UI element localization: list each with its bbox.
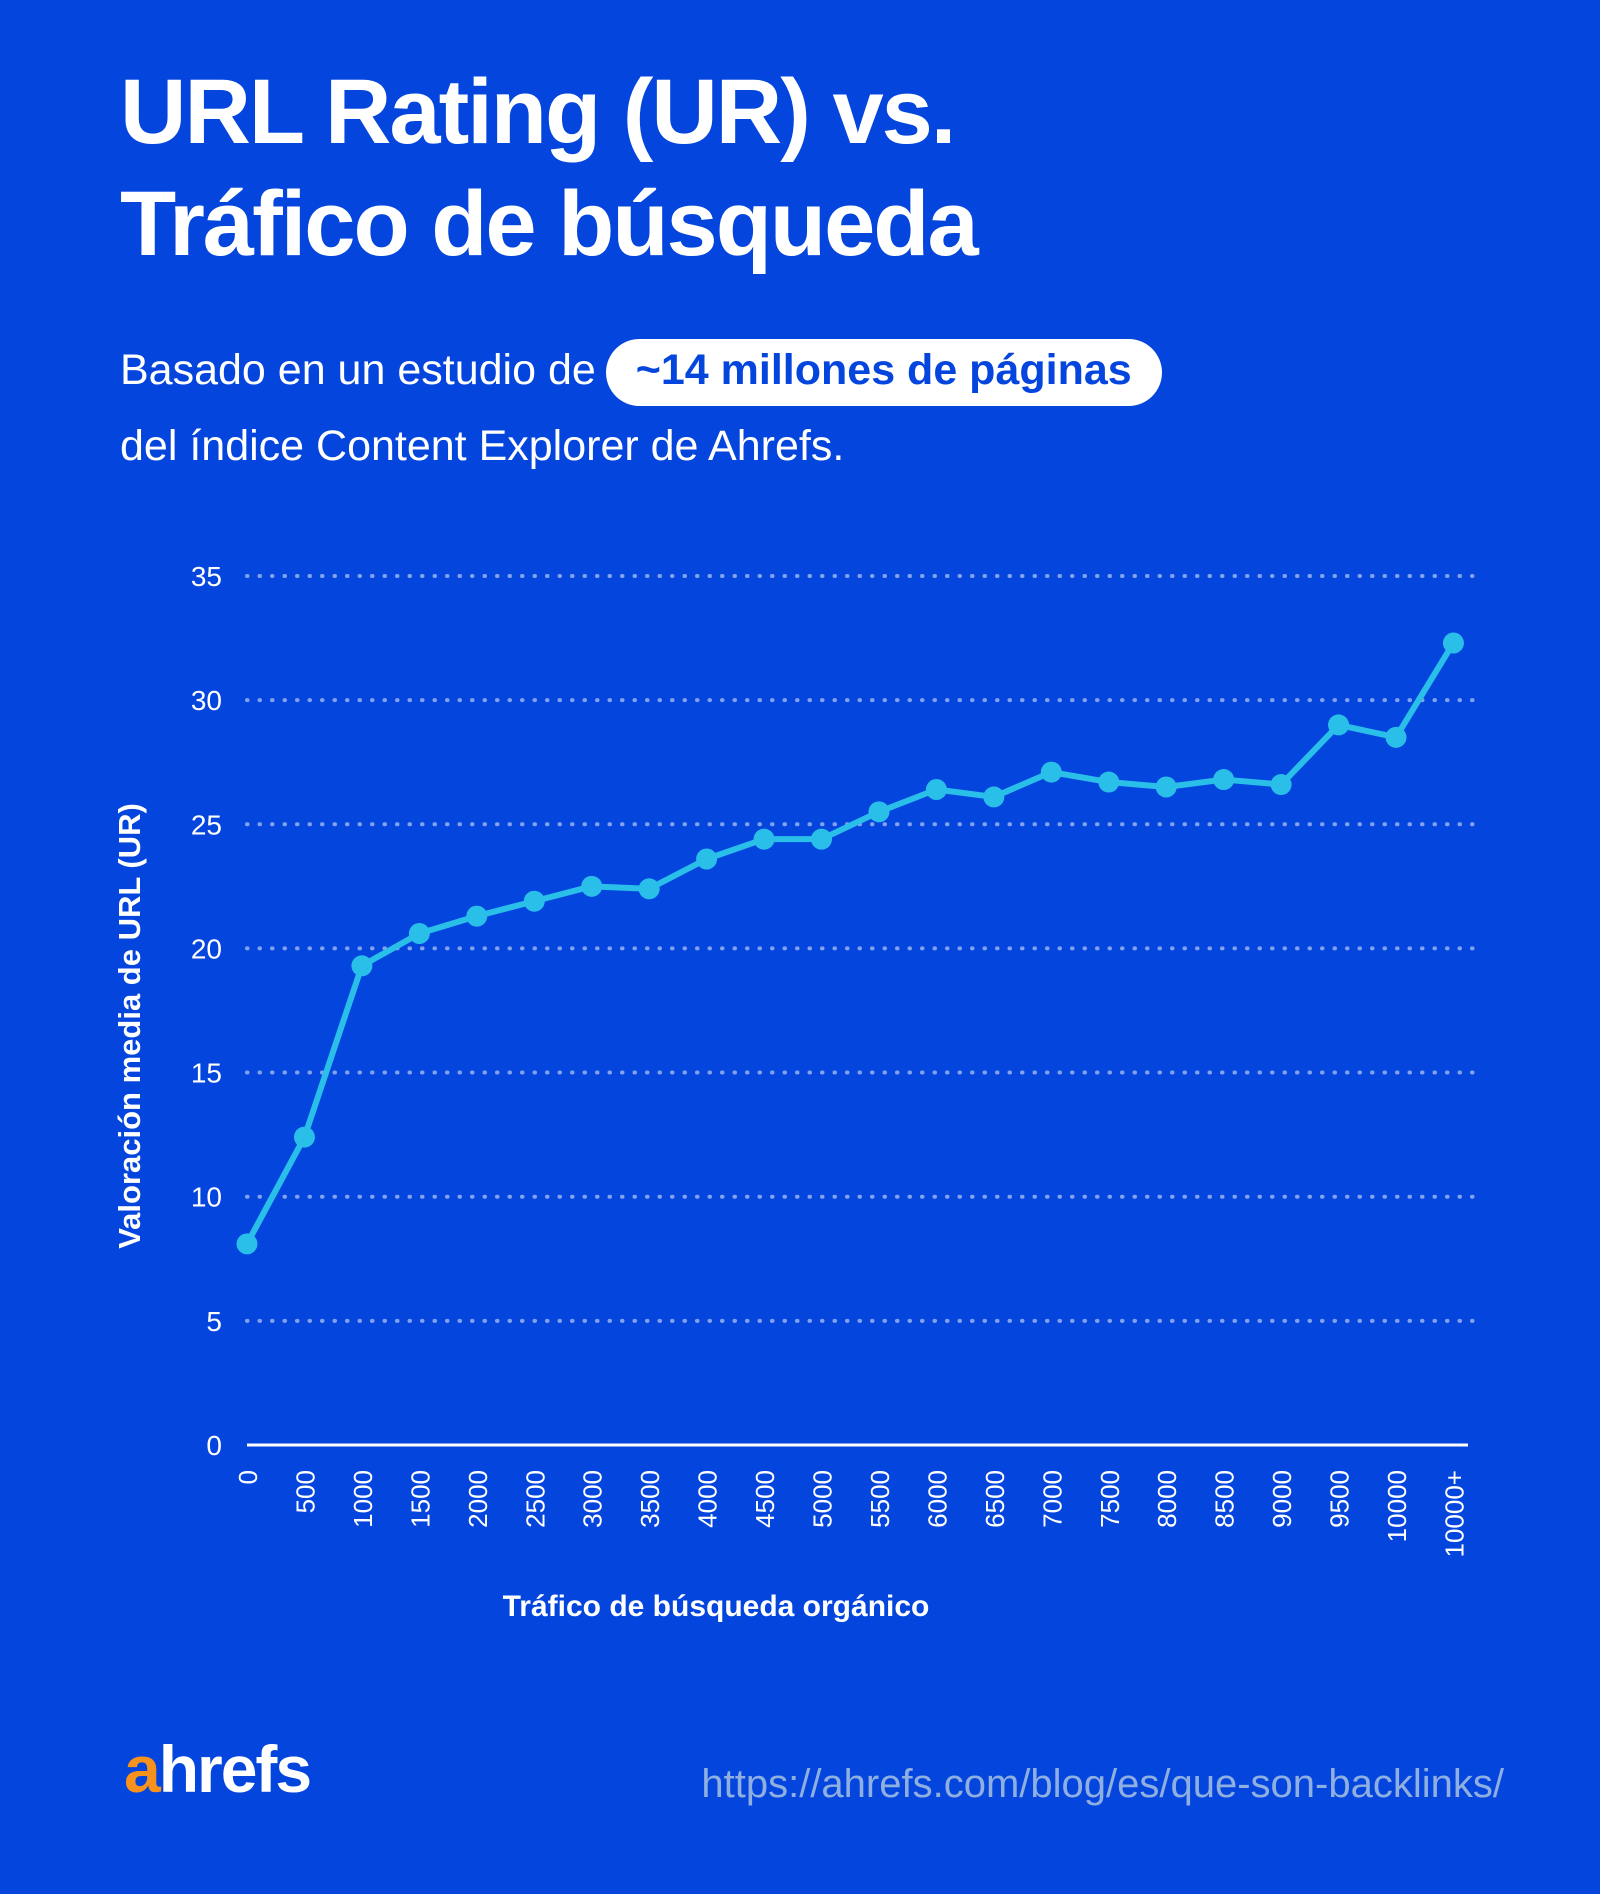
data-line (244, 639, 1457, 1247)
x-tick-label-4000: 4000 (693, 1470, 723, 1528)
y-tick-label-35: 35 (191, 561, 222, 592)
x-tick-label-5000: 5000 (808, 1470, 838, 1528)
data-point-3000 (581, 875, 603, 897)
data-point-7000 (1040, 761, 1062, 783)
x-tick-label-3500: 3500 (635, 1470, 665, 1528)
data-point-0 (236, 1233, 258, 1255)
y-axis-title: Valoración media de URL (UR) (112, 803, 147, 1249)
data-point-5000 (811, 828, 832, 850)
data-point-500 (293, 1126, 315, 1148)
x-tick-label-9000: 9000 (1267, 1470, 1297, 1528)
x-axis-title: Tráfico de búsqueda orgánico (503, 1590, 930, 1623)
x-tick-label-9500: 9500 (1325, 1470, 1355, 1528)
x-tick-label-7000: 7000 (1037, 1470, 1067, 1528)
y-tick-label-30: 30 (191, 685, 222, 716)
ahrefs-logo-letter-a: a (124, 1732, 161, 1806)
data-point-8000 (1155, 776, 1177, 798)
data-point-5500 (868, 801, 890, 823)
data-point-4500 (753, 828, 775, 850)
x-tick-label-1000: 1000 (348, 1470, 378, 1528)
data-point-10000 (1385, 726, 1407, 748)
x-tick-label-5500: 5500 (865, 1470, 895, 1528)
x-tick-label-500: 500 (290, 1470, 320, 1513)
x-tick-label-0: 0 (233, 1470, 263, 1484)
data-point-2000 (466, 905, 488, 927)
x-tick-label-6500: 6500 (980, 1470, 1010, 1528)
x-tick-label-3000: 3000 (578, 1470, 608, 1528)
data-point-6500 (983, 786, 1005, 808)
x-tick-label-8500: 8500 (1210, 1470, 1240, 1528)
x-tick-label-1500: 1500 (405, 1470, 435, 1528)
highlight-pill-text: ~14 millones de páginas (635, 346, 1132, 394)
data-point-4000 (696, 848, 718, 870)
page-title-line1: URL Rating (UR) vs. (120, 61, 956, 163)
highlight-pill: ~14 millones de páginas (605, 339, 1162, 407)
y-tick-label-15: 15 (191, 1058, 222, 1089)
y-tick-label-10: 10 (191, 1182, 222, 1213)
x-tick-label-4500: 4500 (750, 1470, 780, 1528)
data-point-7500 (1098, 771, 1120, 793)
x-tick-label-8000: 8000 (1152, 1470, 1182, 1528)
y-tick-label-20: 20 (191, 933, 222, 964)
y-tick-label-5: 5 (206, 1306, 222, 1337)
page-title-line2: Tráfico de búsqueda (120, 173, 979, 275)
x-tick-label-2000: 2000 (463, 1470, 493, 1528)
data-point-9500 (1328, 714, 1350, 736)
y-tick-label-0: 0 (206, 1430, 222, 1461)
x-tick-label-2500: 2500 (520, 1470, 550, 1528)
source-url[interactable]: https://ahrefs.com/blog/es/que-son-backl… (701, 1762, 1504, 1806)
x-tick-label-7500: 7500 (1095, 1470, 1125, 1528)
ahrefs-logo: ahrefs (124, 1736, 312, 1802)
data-point-10000+ (1442, 632, 1464, 654)
data-point-9000 (1270, 774, 1292, 796)
x-tick-label-6000: 6000 (922, 1470, 952, 1528)
subtitle-line2: del índice Content Explorer de Ahrefs. (120, 422, 845, 470)
data-point-8500 (1213, 769, 1235, 791)
data-point-1500 (408, 923, 430, 945)
page-title: URL Rating (UR) vs. Tráfico de búsqueda (120, 56, 979, 280)
data-point-6000 (925, 778, 947, 800)
x-tick-label-10000+: 10000+ (1439, 1470, 1469, 1557)
x-tick-label-10000: 10000 (1382, 1470, 1412, 1542)
data-point-3500 (638, 878, 660, 900)
subtitle-prefix: Basado en un estudio de (120, 346, 596, 394)
subtitle: Basado en un estudio de ~14 millones de p… (120, 332, 1162, 484)
y-tick-label-25: 25 (191, 809, 222, 840)
data-point-2500 (523, 890, 545, 912)
ahrefs-logo-rest: hrefs (158, 1732, 312, 1806)
data-point-1000 (351, 955, 373, 977)
